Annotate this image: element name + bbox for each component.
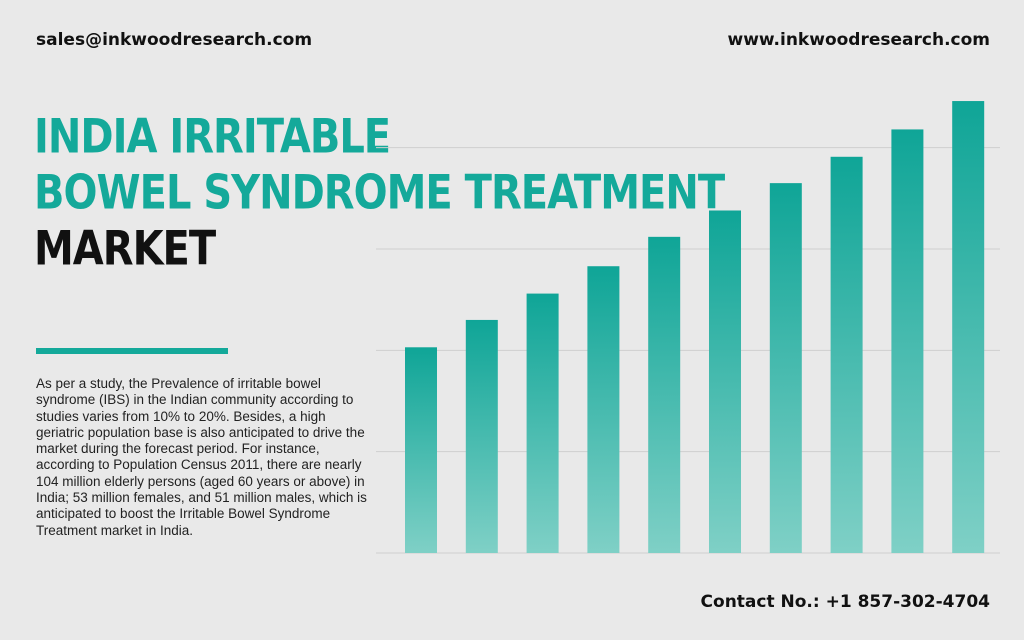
contact-number[interactable]: Contact No.: +1 857-302-4704 <box>700 592 990 612</box>
chart-bar <box>891 129 924 553</box>
chart-bar <box>587 266 620 553</box>
page-title: INDIA IRRITABLE BOWEL SYNDROME TREATMENT… <box>34 104 725 276</box>
chart-bar <box>465 319 498 553</box>
chart-bar <box>952 101 985 553</box>
title-line-3: MARKET <box>34 221 216 277</box>
description-text: As per a study, the Prevalence of irrita… <box>36 376 367 538</box>
title-line-1: INDIA IRRITABLE <box>34 109 391 165</box>
chart-bars <box>405 101 985 553</box>
chart-bar <box>709 210 741 553</box>
chart-bar <box>769 183 802 553</box>
title-line-2: BOWEL SYNDROME TREATMENT <box>34 165 725 221</box>
chart-bar <box>648 236 681 553</box>
chart-bar <box>526 293 559 553</box>
accent-divider <box>36 348 228 354</box>
chart-bar <box>830 156 863 553</box>
email-address[interactable]: sales@inkwoodresearch.com <box>36 30 313 50</box>
chart-bar <box>405 347 437 553</box>
website-url[interactable]: www.inkwoodresearch.com <box>727 30 990 50</box>
